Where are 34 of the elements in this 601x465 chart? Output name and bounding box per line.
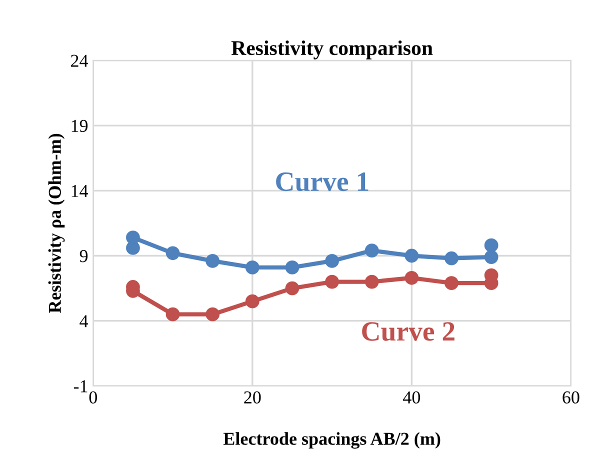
series-label: Curve 1	[276, 172, 368, 192]
y-tick-label: 9	[80, 250, 88, 262]
point	[206, 254, 220, 268]
point	[404, 248, 419, 263]
point	[484, 238, 498, 252]
point	[484, 250, 498, 264]
point	[364, 274, 379, 289]
y-tick-label: -1	[74, 380, 88, 392]
y-tick-label: 14	[72, 184, 88, 197]
y-tick-label: 19	[72, 120, 88, 132]
point	[444, 276, 458, 290]
x-tick-label: 0	[89, 391, 97, 404]
series-label: Curve 2	[362, 322, 454, 341]
point	[285, 260, 300, 274]
point	[404, 270, 419, 285]
point	[126, 230, 140, 244]
point	[325, 254, 339, 268]
point	[364, 244, 379, 258]
x-tick-label: 20	[244, 391, 261, 404]
point	[444, 251, 458, 266]
point	[166, 307, 180, 322]
y-tick-label: 4	[80, 315, 88, 328]
x-tick-label: 40	[403, 391, 420, 404]
point	[206, 307, 220, 322]
x-tick-label: 60	[562, 391, 580, 404]
x-axis-title: Electrode spacings AB/2 (m)	[223, 432, 440, 449]
point	[166, 246, 180, 260]
y-tick-label: 24	[71, 54, 88, 67]
point	[285, 281, 300, 296]
point	[245, 260, 260, 274]
point	[245, 294, 260, 308]
point	[325, 274, 339, 289]
y-axis-title: Resistivity ρa (Ohm-m)	[48, 134, 65, 313]
chart-title: Resistivity comparison	[231, 40, 433, 60]
